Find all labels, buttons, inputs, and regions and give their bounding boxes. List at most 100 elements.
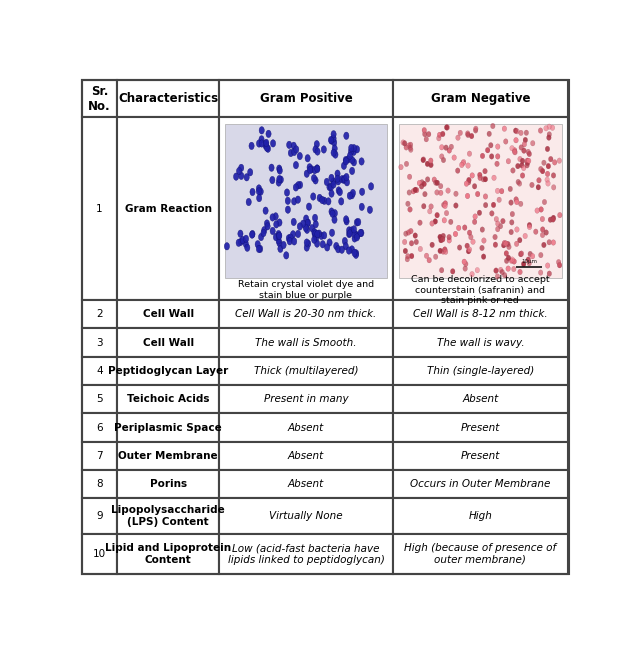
Ellipse shape (479, 245, 485, 251)
Ellipse shape (327, 239, 332, 246)
Ellipse shape (445, 124, 450, 130)
Ellipse shape (258, 188, 264, 195)
Ellipse shape (335, 170, 340, 178)
Bar (117, 385, 218, 413)
Ellipse shape (316, 230, 322, 237)
Bar (393, 498, 568, 534)
Text: Cell Wall: Cell Wall (142, 338, 194, 347)
Ellipse shape (258, 233, 264, 241)
Ellipse shape (538, 270, 543, 275)
Ellipse shape (510, 257, 514, 262)
Ellipse shape (406, 229, 411, 235)
Ellipse shape (333, 151, 338, 158)
Ellipse shape (339, 246, 344, 253)
Ellipse shape (483, 168, 487, 174)
Ellipse shape (441, 131, 445, 137)
Ellipse shape (359, 157, 364, 165)
Ellipse shape (297, 223, 302, 230)
Ellipse shape (453, 203, 458, 208)
Ellipse shape (423, 191, 427, 197)
Ellipse shape (438, 183, 443, 189)
Ellipse shape (331, 178, 336, 185)
Bar (117, 470, 218, 498)
Ellipse shape (542, 160, 546, 165)
Text: Cell Wall is 20-30 nm thick.: Cell Wall is 20-30 nm thick. (236, 309, 377, 319)
Ellipse shape (320, 240, 325, 248)
Ellipse shape (408, 142, 413, 148)
Ellipse shape (270, 176, 275, 184)
Ellipse shape (406, 143, 411, 148)
Ellipse shape (291, 198, 297, 205)
Ellipse shape (478, 172, 482, 178)
Ellipse shape (519, 145, 523, 150)
Ellipse shape (495, 154, 500, 159)
Ellipse shape (551, 240, 556, 246)
Text: Lipid and Lipoprotein
Content: Lipid and Lipoprotein Content (105, 543, 231, 565)
Ellipse shape (542, 242, 546, 248)
Ellipse shape (447, 238, 451, 243)
Ellipse shape (463, 266, 467, 272)
Ellipse shape (438, 234, 443, 240)
Ellipse shape (304, 226, 310, 233)
Ellipse shape (533, 229, 538, 235)
Ellipse shape (523, 233, 528, 238)
Bar (117, 498, 218, 534)
Ellipse shape (448, 219, 453, 225)
Ellipse shape (449, 144, 453, 150)
Ellipse shape (435, 190, 439, 195)
Bar (218, 534, 393, 574)
Ellipse shape (427, 257, 432, 263)
Ellipse shape (349, 167, 355, 174)
Ellipse shape (519, 251, 524, 257)
Ellipse shape (304, 215, 309, 222)
Ellipse shape (422, 203, 426, 209)
Ellipse shape (444, 211, 449, 216)
Ellipse shape (331, 135, 336, 142)
Text: 4: 4 (97, 366, 103, 376)
Bar (82, 534, 117, 574)
Ellipse shape (341, 176, 347, 183)
Ellipse shape (536, 185, 540, 190)
Ellipse shape (344, 179, 350, 186)
Ellipse shape (285, 206, 290, 213)
Ellipse shape (507, 244, 511, 249)
Ellipse shape (351, 145, 356, 152)
Ellipse shape (403, 248, 408, 254)
Ellipse shape (312, 230, 318, 238)
Ellipse shape (467, 247, 472, 253)
Text: Absent: Absent (288, 451, 324, 461)
Ellipse shape (315, 165, 320, 172)
Ellipse shape (249, 142, 254, 150)
Bar (82, 117, 117, 300)
Text: Can be decolorized to accept
counterstain (safranin) and
stain pink or red: Can be decolorized to accept counterstai… (411, 275, 550, 305)
Ellipse shape (464, 181, 469, 187)
Text: Absent: Absent (288, 480, 324, 489)
Ellipse shape (516, 163, 520, 169)
Ellipse shape (518, 156, 522, 162)
Ellipse shape (498, 224, 503, 229)
Ellipse shape (512, 148, 517, 153)
Ellipse shape (244, 244, 250, 251)
Text: 2: 2 (97, 309, 103, 319)
Ellipse shape (493, 242, 498, 248)
Ellipse shape (495, 161, 499, 167)
Ellipse shape (464, 261, 468, 267)
Ellipse shape (493, 235, 497, 240)
Ellipse shape (447, 235, 451, 240)
Ellipse shape (537, 178, 541, 183)
Ellipse shape (407, 174, 412, 179)
Ellipse shape (458, 130, 462, 135)
Ellipse shape (354, 234, 359, 241)
Bar (399, 124, 562, 278)
Bar (218, 470, 393, 498)
Ellipse shape (481, 176, 486, 182)
Ellipse shape (243, 235, 249, 242)
Ellipse shape (335, 178, 341, 185)
Ellipse shape (333, 242, 339, 249)
Ellipse shape (354, 219, 359, 226)
Ellipse shape (404, 145, 408, 150)
Ellipse shape (403, 141, 407, 146)
Ellipse shape (291, 218, 297, 226)
Bar (393, 470, 568, 498)
Ellipse shape (434, 180, 438, 185)
